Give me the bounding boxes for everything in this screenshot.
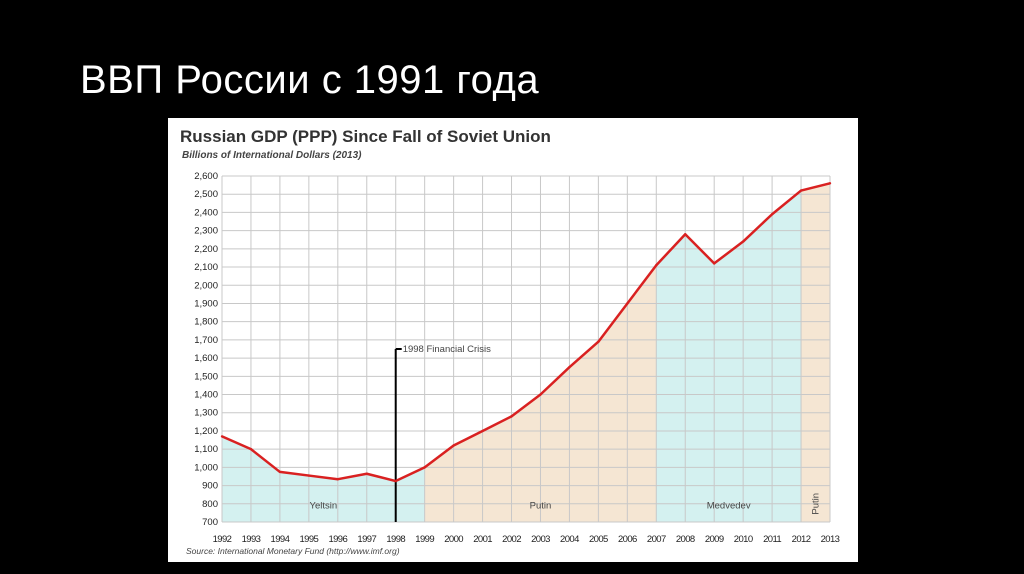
x-tick-label: 2001 xyxy=(473,534,492,545)
x-tick-label: 1996 xyxy=(328,534,347,545)
y-tick-label: 2,000 xyxy=(194,280,218,291)
era-label-1: Putin xyxy=(530,500,552,511)
era-label-0: Yeltsin xyxy=(310,500,338,511)
x-tick-label: 2009 xyxy=(705,534,724,545)
y-tick-label: 2,500 xyxy=(194,189,218,200)
data-point-2010 xyxy=(741,240,745,243)
chart-title: Russian GDP (PPP) Since Fall of Soviet U… xyxy=(180,127,551,146)
y-tick-label: 1,700 xyxy=(194,335,218,346)
data-point-2002 xyxy=(510,415,513,418)
x-tick-label: 2010 xyxy=(734,534,753,545)
era-bands xyxy=(222,183,830,522)
data-point-1995 xyxy=(307,474,311,477)
era-fill-0 xyxy=(222,436,425,522)
y-tick-label: 1,300 xyxy=(194,408,218,419)
data-point-1996 xyxy=(336,478,340,481)
data-point-2009 xyxy=(712,262,716,265)
x-tick-label: 2008 xyxy=(676,534,695,545)
x-tick-label: 1998 xyxy=(386,534,405,545)
crisis-annotation: 1998 Financial Crisis xyxy=(403,344,491,355)
x-tick-label: 2006 xyxy=(618,534,637,545)
data-point-2007 xyxy=(655,264,658,267)
y-tick-label: 1,600 xyxy=(194,353,218,364)
grid-lines xyxy=(221,175,831,523)
chart-source: Source: International Monetary Fund (htt… xyxy=(186,546,400,556)
x-tick-label: 2002 xyxy=(502,534,521,545)
data-point-2008 xyxy=(684,233,687,236)
x-tick-label: 2007 xyxy=(647,534,666,545)
slide-title: ВВП России с 1991 года xyxy=(80,58,540,102)
y-tick-label: 1,500 xyxy=(194,371,218,382)
y-tick-label: 700 xyxy=(202,517,218,528)
data-point-1992 xyxy=(220,435,224,438)
x-tick-label: 2011 xyxy=(763,534,781,545)
x-tick-label: 2003 xyxy=(531,534,550,545)
data-point-1993 xyxy=(249,447,253,451)
x-tick-label: 1993 xyxy=(242,534,261,545)
data-point-1997 xyxy=(365,472,368,475)
era-fill-3 xyxy=(801,183,830,522)
y-tick-label: 800 xyxy=(202,499,218,510)
data-point-2004 xyxy=(568,366,571,369)
data-point-1998 xyxy=(394,479,397,483)
x-tick-label: 2012 xyxy=(792,534,811,545)
data-point-2012 xyxy=(799,189,803,192)
x-tick-label: 1992 xyxy=(213,534,232,545)
y-tick-label: 1,100 xyxy=(194,444,218,455)
x-tick-label: 2004 xyxy=(560,534,579,545)
x-tick-label: 1994 xyxy=(271,534,290,545)
data-point-2011 xyxy=(770,213,774,216)
data-point-1994 xyxy=(278,470,282,474)
data-point-2005 xyxy=(597,340,600,343)
gdp-series xyxy=(220,182,832,483)
y-tick-label: 1,400 xyxy=(194,390,218,401)
data-point-1999 xyxy=(423,466,426,469)
data-point-2006 xyxy=(626,302,629,305)
data-point-2000 xyxy=(452,444,455,447)
x-tick-label: 1999 xyxy=(415,534,434,545)
x-axis-ticks: 1992 1993 1994 1995 1996 1997 1998 1999 2000 2001… xyxy=(213,534,841,545)
annotations: 1998 Financial Crisis xyxy=(394,344,491,522)
data-point-2001 xyxy=(481,429,484,433)
y-tick-label: 2,300 xyxy=(194,226,218,237)
y-tick-label: 1,800 xyxy=(194,317,218,328)
x-tick-label: 2005 xyxy=(589,534,608,545)
gdp-chart: Russian GDP (PPP) Since Fall of Soviet U… xyxy=(180,127,841,556)
y-tick-label: 1,000 xyxy=(194,462,218,473)
gdp-chart-card: Russian GDP (PPP) Since Fall of Soviet U… xyxy=(168,118,858,562)
y-tick-label: 2,400 xyxy=(194,207,218,218)
y-tick-label: 1,200 xyxy=(194,426,218,437)
y-tick-label: 1,900 xyxy=(194,298,218,309)
era-fill-2 xyxy=(656,190,802,522)
gdp-line xyxy=(221,182,831,483)
x-tick-label: 2000 xyxy=(444,534,463,545)
chart-subtitle: Billions of International Dollars (2013) xyxy=(182,150,362,161)
y-tick-label: 900 xyxy=(202,481,218,492)
y-tick-label: 2,600 xyxy=(194,171,218,182)
x-tick-label: 2013 xyxy=(821,534,840,545)
data-point-2003 xyxy=(539,393,542,396)
era-labels: Yeltsin Putin Medvedev Putin xyxy=(310,493,822,515)
era-label-3: Putin xyxy=(811,493,822,515)
y-tick-label: 2,200 xyxy=(194,244,218,255)
y-axis-ticks: 700 800 900 1,000 1,100 1,200 1,300 1,400 1,500 1… xyxy=(194,171,218,528)
data-point-2013 xyxy=(828,182,832,185)
era-label-2: Medvedev xyxy=(707,500,751,511)
y-tick-label: 2,100 xyxy=(194,262,218,273)
x-tick-label: 1997 xyxy=(357,534,376,545)
x-tick-label: 1995 xyxy=(299,534,318,545)
